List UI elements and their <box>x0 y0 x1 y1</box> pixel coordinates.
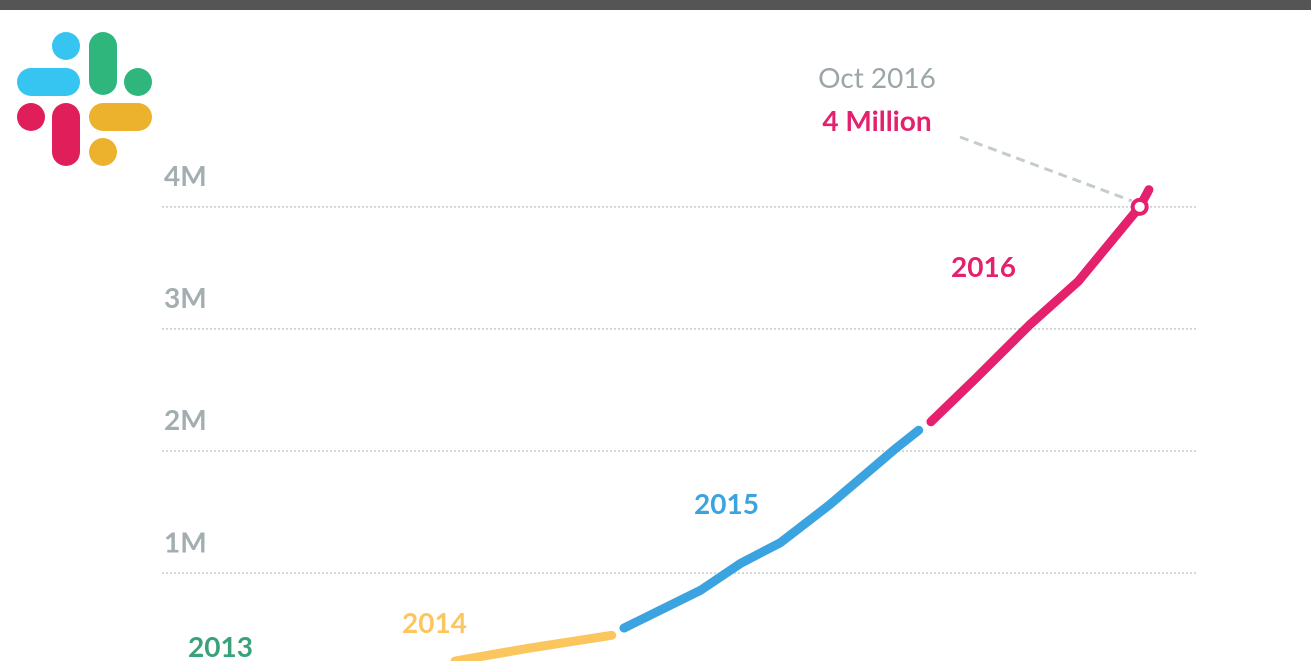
series-label: 2014 <box>402 605 467 639</box>
annotation-marker <box>1130 197 1149 216</box>
top-bar <box>0 0 1311 10</box>
annotation-leader <box>959 135 1133 203</box>
logo <box>17 32 152 166</box>
series-line <box>926 185 1154 427</box>
annotation-text: 4 Million <box>822 103 931 137</box>
series-line <box>619 425 924 633</box>
y-tick-label: 2M <box>164 402 207 436</box>
series-label: 2015 <box>694 486 759 520</box>
y-tick-label: 3M <box>164 280 207 314</box>
series-label: 2013 <box>188 629 253 661</box>
annotation-title: Oct 2016 <box>818 60 936 94</box>
y-tick-label: 4M <box>164 158 207 192</box>
series-label: 2016 <box>951 249 1016 283</box>
y-tick-label: 1M <box>164 524 207 558</box>
series-line <box>450 630 617 661</box>
